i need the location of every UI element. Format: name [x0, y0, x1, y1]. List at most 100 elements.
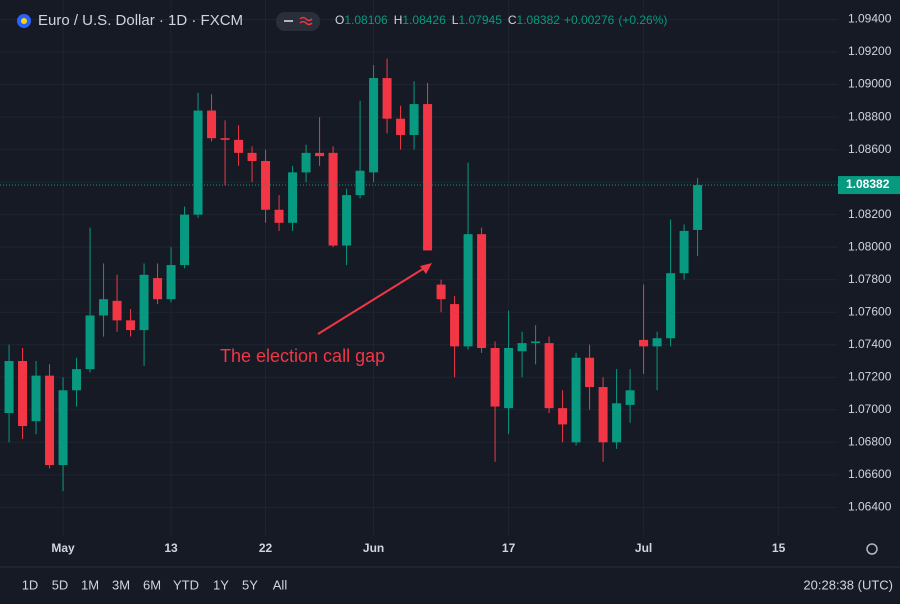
clock: 20:28:38 (UTC) [803, 577, 893, 592]
y-tick-label: 1.07000 [848, 402, 892, 416]
candle-body [409, 104, 419, 135]
candle-body [544, 343, 554, 409]
candle-body [517, 343, 527, 352]
candle-body [450, 304, 460, 347]
candle-body [274, 209, 284, 223]
candle-body [558, 408, 568, 425]
y-tick-label: 1.06600 [848, 467, 892, 481]
ohlc-value: 1.08382 [517, 13, 561, 27]
candle-body [207, 110, 217, 139]
candle-body [693, 185, 703, 230]
y-tick-label: 1.09400 [848, 12, 892, 26]
candle-body [504, 347, 514, 409]
candle-body [45, 375, 55, 466]
candle-body [180, 214, 190, 266]
x-tick-label: 17 [502, 541, 516, 555]
candle-body [288, 172, 298, 223]
candle-body [396, 118, 406, 135]
interval-button[interactable]: 5D [52, 577, 69, 592]
candle-body [31, 375, 41, 422]
settings-icon[interactable] [866, 543, 878, 555]
ohlc-value: 1.07945 [458, 13, 502, 27]
interval-button[interactable]: 1D [22, 577, 39, 592]
y-tick-label: 1.06400 [848, 500, 892, 514]
x-tick-label: Jun [363, 541, 384, 555]
candle-body [639, 339, 649, 347]
candle-body [247, 152, 257, 161]
y-tick-label: 1.07400 [848, 337, 892, 351]
y-tick-label: 1.08000 [848, 239, 892, 253]
change-percent: (+0.26%) [618, 13, 667, 27]
x-tick-label: 15 [772, 541, 786, 555]
candle-body [58, 390, 68, 466]
x-tick-label: Jul [635, 541, 652, 555]
candle-body [612, 403, 622, 443]
candle-body [477, 234, 487, 348]
interval-button[interactable]: 1Y [213, 577, 229, 592]
ohlc-key: L [452, 13, 459, 27]
candle-body [126, 320, 136, 331]
change: +0.00276 [564, 13, 615, 27]
y-tick-label: 1.08600 [848, 142, 892, 156]
ohlc-value: 1.08426 [402, 13, 446, 27]
candle-body [585, 357, 595, 388]
toolbar: 1D 5D 1M 3M 6M YTD 1Y 5Y All 20:28:38 (UTC) [22, 577, 893, 592]
candle-body [72, 369, 82, 391]
candle-body [531, 341, 541, 344]
indicator-toggle[interactable] [276, 12, 320, 31]
chart-title: Euro / U.S. Dollar · 1D · FXCM [38, 12, 243, 29]
candle-body [220, 138, 230, 140]
interval-button[interactable]: All [273, 577, 288, 592]
x-tick-label: 13 [164, 541, 178, 555]
interval-button[interactable]: 1M [81, 577, 99, 592]
candle-body [436, 284, 446, 300]
y-tick-label: 1.08800 [848, 109, 892, 123]
y-tick-label: 1.06800 [848, 434, 892, 448]
candle-body [625, 390, 635, 405]
candle-body [166, 265, 176, 300]
candle-body [355, 170, 365, 196]
candle-body [234, 139, 244, 153]
wave-icon [299, 16, 313, 26]
annotation: The election call gap [220, 346, 385, 366]
candle-body [315, 152, 325, 157]
interval-button[interactable]: 3M [112, 577, 130, 592]
ohlc-key: O [335, 13, 344, 27]
candle-body [139, 274, 149, 331]
candle-body [18, 361, 28, 427]
interval-button[interactable]: YTD [173, 577, 199, 592]
candle-body [4, 361, 14, 414]
ohlc-legend: O1.08106 H1.08426 L1.07945 C1.08382 +0.00276… [335, 13, 667, 27]
candle-body [112, 300, 122, 321]
interval-button[interactable]: 5Y [242, 577, 258, 592]
candle-body [99, 299, 109, 316]
y-tick-label: 1.09200 [848, 44, 892, 58]
candle-body [193, 110, 203, 215]
y-tick-label: 1.09000 [848, 77, 892, 91]
x-tick-label: 22 [259, 541, 273, 555]
candle-body [85, 315, 95, 370]
y-tick-label: 1.08200 [848, 207, 892, 221]
ohlc-value: 1.08106 [344, 13, 388, 27]
x-tick-label: May [51, 541, 75, 555]
candle-body [666, 273, 676, 339]
candle-body [153, 278, 163, 300]
last-price-box [838, 176, 900, 195]
y-tick-label: 1.07800 [848, 272, 892, 286]
candle-body [652, 338, 662, 347]
candle-body [301, 152, 311, 173]
candle-body [261, 160, 271, 210]
candle-body [679, 230, 689, 274]
candle-body [369, 78, 379, 173]
candles [4, 58, 703, 492]
interval-button[interactable]: 6M [143, 577, 161, 592]
last-price-label: 1.08382 [846, 177, 890, 191]
y-tick-label: 1.07600 [848, 304, 892, 318]
candle-body [598, 387, 608, 443]
annotation-arrow [317, 266, 427, 335]
ohlc-key: C [508, 13, 517, 27]
candle-body [490, 347, 500, 407]
candle-body [571, 357, 581, 443]
